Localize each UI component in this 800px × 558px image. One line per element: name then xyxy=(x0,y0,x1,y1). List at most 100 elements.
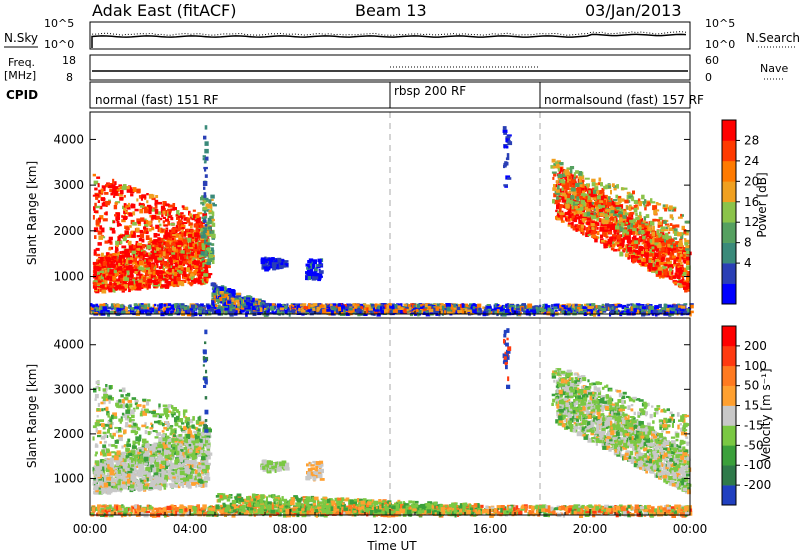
scatter-cell xyxy=(599,311,602,313)
scatter-cell xyxy=(98,235,103,240)
scatter-cell xyxy=(105,241,109,244)
scatter-cell xyxy=(120,240,123,244)
scatter-cell xyxy=(132,211,135,215)
scatter-cell xyxy=(227,301,231,304)
scatter-cell xyxy=(120,190,124,194)
scatter-cell xyxy=(210,308,214,312)
scatter-cell xyxy=(188,234,192,238)
scatter-cell xyxy=(186,229,189,232)
scatter-cell xyxy=(163,220,165,223)
scatter-cell xyxy=(216,299,220,302)
scatter-cell xyxy=(147,279,152,284)
scatter-cell xyxy=(139,209,143,214)
scatter-cell xyxy=(184,307,187,311)
scatter-cell xyxy=(473,306,476,309)
scatter-cell xyxy=(530,309,533,312)
scatter-cell xyxy=(360,306,363,309)
scatter-cell xyxy=(120,274,123,277)
scatter-cell xyxy=(255,299,258,301)
scatter-cell xyxy=(96,220,100,225)
scatter-cell xyxy=(146,235,150,240)
scatter-cell xyxy=(366,308,368,313)
scatter-cell xyxy=(132,222,137,226)
scatter-cell xyxy=(108,247,111,250)
scatter-cell xyxy=(128,213,133,217)
scatter-cell xyxy=(170,223,175,226)
scatter-cell xyxy=(654,305,659,309)
scatter-cell xyxy=(169,268,172,272)
scatter-cell xyxy=(133,254,135,258)
scatter-cell xyxy=(181,224,186,227)
scatter-cell xyxy=(196,227,198,229)
scatter-cell xyxy=(593,230,597,234)
scatter-cell xyxy=(169,211,172,215)
scatter-cell xyxy=(102,185,106,188)
scatter-cell xyxy=(176,277,180,281)
scatter-cell xyxy=(192,264,194,266)
scatter-cell xyxy=(94,227,98,232)
scatter-cell xyxy=(112,179,114,184)
scatter-cell xyxy=(213,204,217,206)
scatter-cell xyxy=(113,196,115,198)
scatter-cell xyxy=(174,228,177,231)
scatter-cell xyxy=(154,251,156,253)
scatter-cell xyxy=(306,267,308,270)
scatter-cell xyxy=(313,304,317,306)
scatter-cell xyxy=(318,264,322,267)
scatter-cell xyxy=(155,310,158,313)
scatter-cell xyxy=(142,244,145,249)
scatter-cell xyxy=(198,307,202,309)
scatter-cell xyxy=(146,259,148,264)
scatter-cell xyxy=(318,259,322,262)
scatter-cell xyxy=(129,278,132,280)
scatter-cell xyxy=(246,299,249,302)
scatter-cell xyxy=(158,219,160,223)
scatter-cell xyxy=(113,221,116,224)
scatter-cell xyxy=(111,184,116,186)
scatter-cell xyxy=(96,254,101,256)
scatter-cell xyxy=(142,239,145,243)
scatter-cell xyxy=(103,218,108,221)
scatter-cell xyxy=(166,308,170,311)
scatter-cell xyxy=(119,286,124,290)
scatter-cell xyxy=(634,308,637,312)
scatter-cell xyxy=(542,304,545,308)
scatter-cell xyxy=(401,308,403,310)
scatter-cell xyxy=(139,261,144,266)
scatter-cell xyxy=(205,259,207,262)
scatter-cell xyxy=(191,252,194,256)
scatter-cell xyxy=(130,257,133,260)
scatter-cell xyxy=(195,215,200,218)
scatter-cell xyxy=(158,279,162,282)
scatter-cell xyxy=(157,234,160,237)
scatter-cell xyxy=(115,250,118,253)
scatter-cell xyxy=(155,277,157,280)
scatter-cell xyxy=(354,305,356,308)
scatter-cell xyxy=(614,306,619,308)
scatter-cell xyxy=(146,193,149,195)
nsearch-label: N.Search xyxy=(746,31,800,45)
scatter-cell xyxy=(124,230,128,234)
scatter-cell xyxy=(115,241,119,246)
scatter-cell xyxy=(280,307,284,310)
scatter-cell xyxy=(303,306,308,309)
scatter-cell xyxy=(527,304,532,308)
scatter-cell xyxy=(131,204,135,209)
scatter-cell xyxy=(206,278,208,282)
scatter-cell xyxy=(582,306,586,309)
scatter-cell xyxy=(261,257,266,260)
scatter-cell xyxy=(172,247,176,251)
scatter-cell xyxy=(113,256,116,259)
scatter-cell xyxy=(308,276,311,280)
scatter-cell xyxy=(149,228,152,232)
scatter-cell xyxy=(112,276,116,281)
scatter-cell xyxy=(136,248,139,251)
scatter-cell xyxy=(649,306,654,310)
scatter-cell xyxy=(497,304,500,306)
scatter-cell xyxy=(322,309,326,314)
scatter-cell xyxy=(440,305,442,309)
scatter-cell xyxy=(409,307,412,311)
scatter-cell xyxy=(591,303,595,306)
scatter-cell xyxy=(133,187,137,192)
scatter-cell xyxy=(138,255,140,257)
